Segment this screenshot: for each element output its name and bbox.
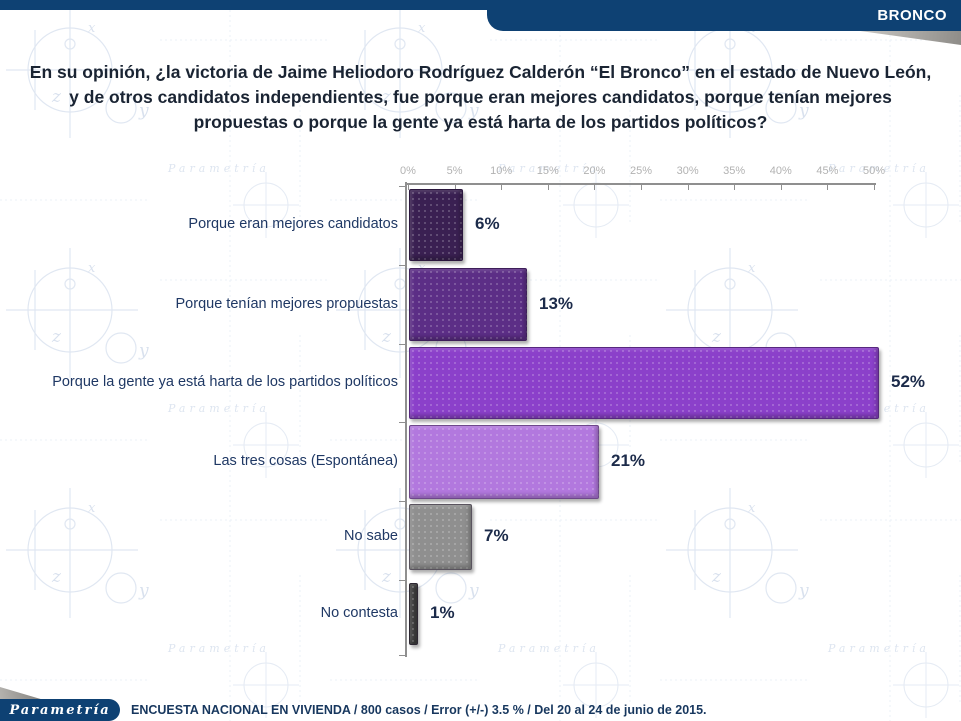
x-axis-tick-label: 0% [400,165,416,177]
x-axis-tick-label: 10% [490,165,513,177]
bar-2 [409,268,527,341]
value-label: 6% [475,214,500,233]
bar-3 [409,347,879,419]
category-label: No contesta [320,605,398,621]
x-axis-tick-label: 40% [769,165,792,177]
x-axis-tick-mark [501,185,503,190]
header-tab-label: BRONCO [877,7,947,24]
category-label: Las tres cosas (Espontánea) [213,453,398,469]
parametria-logo-text: Parametría [9,702,111,718]
x-axis-tick-mark [594,185,596,190]
x-axis-tick-mark [734,185,736,190]
x-axis-tick-mark [827,185,829,190]
x-axis-tick-mark [408,185,409,190]
x-axis-tick-label: 25% [629,165,653,177]
x-axis-tick-mark [780,185,782,190]
x-axis-tick-label: 30% [676,165,699,177]
x-axis-tick-mark [687,185,689,190]
x-axis-line [406,183,876,185]
value-label: 1% [430,603,455,622]
x-axis-tick-mark [547,185,549,190]
bar-6 [409,583,418,645]
header-tab-fold [860,31,961,45]
y-axis-tick-mark [399,422,406,423]
y-axis-line [405,182,407,657]
category-label: Porque eran mejores candidatos [188,216,398,232]
y-axis-tick-mark [399,344,406,345]
value-label: 21% [611,451,646,470]
x-axis-tick-label: 35% [723,165,746,177]
x-axis-tick-mark [641,185,642,190]
x-axis-tick-mark [454,185,456,190]
x-axis-tick-label: 5% [446,165,463,177]
value-label: 52% [891,372,926,391]
x-axis-tick-label: 20% [583,165,606,177]
category-label: No sabe [343,528,398,544]
y-axis-tick-mark [399,265,406,266]
category-label: Porque la gente ya está harta de los par… [52,374,398,390]
question-title: En su opinión, ¿la victoria de Jaime Hel… [29,62,932,132]
x-axis-tick-mark [874,185,875,190]
value-label: 7% [484,526,509,545]
value-label: 13% [539,293,574,313]
bar-5 [409,504,472,570]
bar-1 [409,189,463,261]
footer-note: ENCUESTA NACIONAL EN VIVIENDA / 800 caso… [131,703,707,717]
parametria-logo: Parametría [0,699,120,721]
x-axis-tick-label: 50% [862,165,886,177]
x-axis-tick-label: 15% [536,165,559,177]
header-tab: BRONCO [487,0,961,31]
y-axis-tick-mark [399,580,406,581]
x-axis-tick-label: 45% [816,165,839,177]
header-strip [0,0,961,10]
category-label: Porque tenían mejores propuestas [175,295,398,312]
y-axis-tick-mark [399,501,406,502]
y-axis-tick-mark [399,186,406,187]
y-axis-tick-mark [399,655,406,656]
bar-4 [409,425,599,499]
